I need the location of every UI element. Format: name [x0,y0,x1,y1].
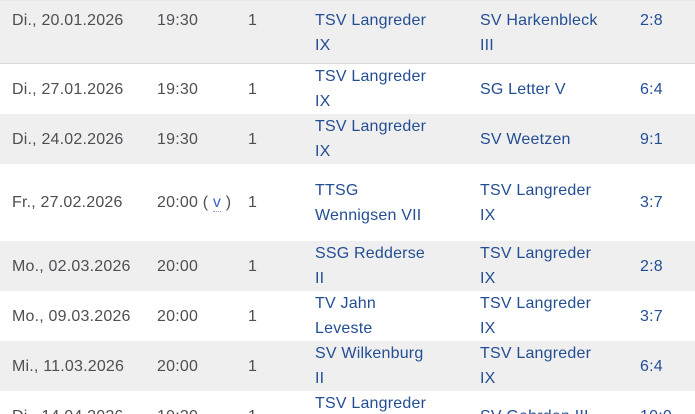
score-cell[interactable]: 10:0 [635,391,695,414]
time-value: 20:00 [157,257,199,275]
date-cell: Mo., 02.03.2026 [12,257,131,275]
time-value: 19:30 [157,12,199,29]
time-cell: 20:00 [150,241,238,291]
table-row: Di., 27.01.2026 19:30 1 TSV Langreder IX SG … [0,64,695,115]
home-team-cell[interactable]: SV Wilkenburg II [315,345,424,387]
table-row: Mo., 02.03.2026 20:00 1 SSG Redderse II TSV … [0,241,695,291]
time-value: 19:30 [157,130,199,148]
date-cell: Mi., 11.03.2026 [12,357,125,375]
home-team-cell[interactable]: TV Jahn Leveste [315,295,376,337]
table-row: Di., 24.02.2026 19:30 1 TSV Langreder IX SV … [0,114,695,164]
date-cell: Di., 14.04.2026 [0,391,150,414]
time-value: 19:30 [157,408,198,414]
round-cell: 1 [248,80,258,98]
time-cell: 19:30 [150,1,238,64]
time-value: 20:00 [157,307,199,325]
time-cell: 20:00 ( v ) [157,194,232,212]
away-team-cell[interactable]: TSV Langreder IX [480,345,592,387]
round-cell: 1 [238,391,310,414]
time-cell: 19:30 [150,391,238,414]
score-cell[interactable]: 3:7 [640,307,663,325]
table-row: Di., 20.01.2026 19:30 1 TSV Langreder IX SV … [0,0,695,64]
date-cell: Di., 27.01.2026 [12,80,124,98]
score-cell[interactable]: 9:1 [640,130,663,148]
away-team-cell[interactable]: SV Weetzen [480,130,571,148]
home-team-cell[interactable]: TSV Langreder IX [315,395,427,412]
home-team-cell[interactable]: TTSG Wennigsen VII [315,181,422,224]
away-team-cell[interactable]: TSV Langreder IX [480,295,592,337]
home-team-cell[interactable]: TSV Langreder IX [315,118,427,160]
time-cell: 20:00 [150,291,238,341]
home-team-cell[interactable]: TSV Langreder IX [315,12,427,54]
score-cell[interactable]: 2:8 [640,257,663,275]
table-row: Mo., 09.03.2026 20:00 1 TV Jahn Leveste TSV … [0,291,695,341]
score-cell[interactable]: 6:4 [640,357,663,375]
away-team-cell[interactable]: SV Gehrden III [475,391,635,414]
time-note-link[interactable]: v [212,194,222,212]
table-row: Di., 14.04.2026 19:30 1 TSV Langreder IX SV … [0,391,695,414]
time-cell: 20:00 [150,341,238,391]
score-cell[interactable]: 2:8 [640,12,663,29]
round-cell: 1 [248,194,258,211]
away-team-cell[interactable]: TSV Langreder IX [480,245,592,287]
score-cell[interactable]: 3:7 [640,194,663,211]
round-cell: 1 [248,12,258,29]
date-cell: Di., 20.01.2026 [12,12,124,29]
time-cell: 19:30 [150,114,238,164]
home-team-cell[interactable]: TSV Langreder IX [315,68,427,110]
table-row: Fr., 27.02.2026 20:00 ( v ) 1 TTSG Wennigse… [0,164,695,241]
time-value: 19:30 [157,80,199,98]
round-cell: 1 [248,307,258,325]
home-team-cell[interactable]: SSG Redderse II [315,245,426,287]
round-cell: 1 [248,130,258,148]
date-cell: Fr., 27.02.2026 [12,194,123,211]
away-team-cell[interactable]: SG Letter V [480,80,566,98]
table-row: Mi., 11.03.2026 20:00 1 SV Wilkenburg II TSV… [0,341,695,391]
date-cell: Di., 24.02.2026 [12,130,124,148]
time-cell: 19:30 [150,64,238,115]
date-cell: Mo., 09.03.2026 [12,307,131,325]
time-value: 20:00 [157,357,199,375]
round-cell: 1 [248,357,258,375]
round-cell: 1 [248,257,258,275]
score-cell[interactable]: 6:4 [640,80,663,98]
away-team-cell[interactable]: TSV Langreder IX [480,181,592,224]
away-team-cell[interactable]: SV Harkenbleck III [480,12,598,54]
time-value: 20:00 [157,194,199,211]
